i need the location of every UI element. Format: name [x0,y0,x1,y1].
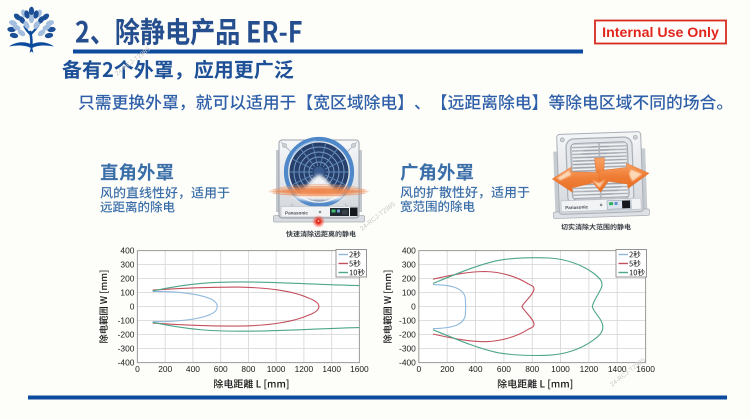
svg-text:1600: 1600 [636,364,655,374]
svg-text:0: 0 [135,364,140,374]
svg-text:1200: 1200 [580,364,599,374]
svg-text:400: 400 [186,364,200,374]
svg-text:0: 0 [130,302,135,312]
svg-text:100: 100 [120,288,134,298]
svg-text:400: 400 [120,246,134,256]
svg-text:800: 800 [525,364,539,374]
svg-text:600: 600 [214,364,228,374]
svg-text:1000: 1000 [551,364,570,374]
svg-text:0: 0 [411,302,416,312]
svg-text:100: 100 [402,288,416,298]
svg-text:300: 300 [402,260,416,270]
svg-text:400: 400 [469,364,483,374]
svg-text:1000: 1000 [267,364,286,374]
svg-text:Panasonic: Panasonic [565,204,589,210]
svg-text:-300: -300 [118,344,135,354]
svg-text:-200: -200 [118,330,135,340]
svg-text:-300: -300 [399,344,416,354]
svg-text:-400: -400 [118,358,135,368]
svg-text:1400: 1400 [322,364,341,374]
svg-text:-200: -200 [399,330,416,340]
svg-text:200: 200 [402,274,416,284]
svg-text:-100: -100 [118,316,135,326]
svg-text:200: 200 [120,274,134,284]
svg-text:Internal Use Only: Internal Use Only [602,25,719,41]
svg-text:200: 200 [158,364,172,374]
svg-text:Panasonic: Panasonic [285,211,308,216]
svg-text:-100: -100 [399,316,416,326]
svg-text:400: 400 [402,246,416,256]
svg-text:600: 600 [497,364,511,374]
svg-text:800: 800 [241,364,255,374]
svg-text:1200: 1200 [295,364,314,374]
svg-text:200: 200 [440,364,454,374]
svg-text:300: 300 [120,260,134,270]
svg-text:1400: 1400 [608,364,627,374]
svg-text:0: 0 [416,364,421,374]
svg-text:-400: -400 [399,358,416,368]
svg-text:1600: 1600 [350,364,369,374]
